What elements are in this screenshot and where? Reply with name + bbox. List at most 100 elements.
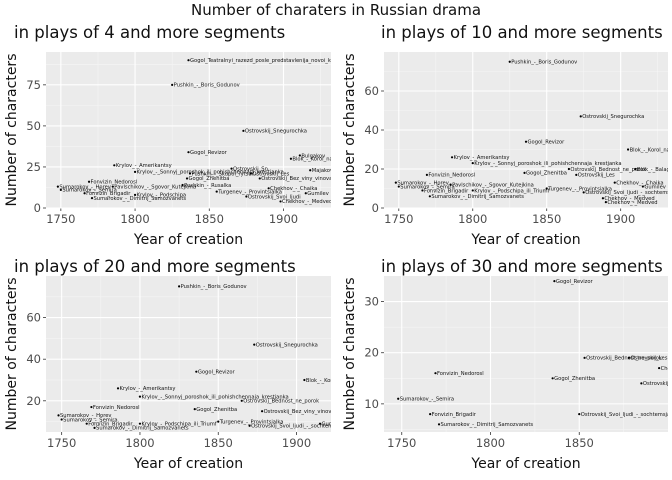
point-label: Pavlschikov_-_Sgovor_Kutejkina [452,182,534,188]
data-point [471,189,474,192]
data-point [248,424,251,427]
point-label: Chekhov_-_Chaika [616,180,663,186]
data-point [113,164,116,167]
x-tick-label: 1800 [125,436,154,450]
point-label: Sumarokov_-_Dimitrij_Samozvanets [441,422,534,428]
y-tick-label: 60 [364,84,379,98]
data-point [195,370,198,373]
point-label: Pushkin_-_Boris_Godunov [174,83,240,89]
point-label: Ostrovskij_Snegurochka [582,114,644,120]
y-tick-label: 75 [26,78,41,92]
point-label: Chekhov_-_Medved [604,196,654,202]
point-label: Ostrovskij_Bez_viny_vinovatye [643,381,672,387]
data-point [90,405,93,409]
data-point [303,378,306,382]
data-point [578,412,581,416]
y-axis-label: Number of characters [342,278,358,431]
y-tick-label: 40 [364,123,379,137]
data-point [318,422,322,425]
data-point [138,395,142,398]
data-point [87,180,91,183]
data-point [193,408,196,411]
y-tick-label: 20 [364,346,379,360]
x-tick-label: 1850 [532,212,561,226]
data-point [428,195,431,198]
x-tick-label: 1900 [269,212,298,226]
point-label: Gogol_Revizor [556,279,594,285]
data-point [133,170,137,173]
point-label: Blok_-_Korol_na_ploshchadi [292,157,363,163]
point-label: Ostrovskij_Snegurochka [256,342,318,348]
point-label: Ostrovskij_Svoi_ljudi_-_sochtemsja [585,190,672,196]
data-point [90,197,94,200]
data-point [523,171,526,174]
data-point [658,366,661,370]
x-tick-label: 1850 [565,436,594,450]
point-label: Krylov_-_Sonnyj_poroshok_ili_pohishchenn… [474,161,621,167]
x-axis-label: Year of creation [470,232,580,248]
point-label: Gogol_Zhenitba [554,376,595,382]
panel-title: in plays of 20 and more segments [14,257,296,276]
point-label: Krylov_-_Podschipa_ili_Triumf [141,421,216,427]
point-label: Krylov_-_Amerikantsy [120,386,176,392]
data-point [626,148,630,151]
point-label: Pushkin_-_Boris_Godunov [181,284,247,290]
data-point [425,173,428,176]
point-label: Gogol_Revizor [528,140,566,146]
data-point [449,183,452,186]
data-point [298,154,301,157]
plot-panel-3 [46,276,331,432]
point-label: Gogol_Revizor [198,369,236,375]
y-tick-label: 20 [26,394,41,408]
data-point [83,192,86,195]
data-point [450,156,454,159]
data-point [187,151,190,154]
point-label: Gumilev [322,421,344,427]
point-label: Fonvizin_Nedorosl [428,173,475,179]
data-point [309,169,312,172]
data-point [60,418,63,421]
data-point [260,410,264,413]
data-point [627,356,631,359]
point-label: Sumarokov_-_Semira [62,188,116,194]
data-point [116,387,120,390]
point-label: Ostrovskij_Bednost_ne_porok [586,356,662,362]
point-label: Krylov_-_Sonnyj_poroshok_ili_pohishchenn… [141,394,288,400]
data-point [434,372,437,375]
point-label: Fonvizin_Nedorosl [437,371,484,377]
point-label: Sumarokov_-_Horev [60,413,111,419]
panel-title: in plays of 30 and more segments [381,257,663,276]
point-label: Pushkin_-_Boris_Godunov [511,60,577,66]
y-tick-label: 30 [364,295,379,309]
x-tick-label: 1800 [476,436,505,450]
x-tick-label: 1750 [46,212,75,226]
point-label: Ostrovskij_Sn [233,166,268,172]
data-point [421,189,424,192]
x-axis-label: Year of creation [133,232,243,248]
data-point [579,115,582,118]
point-label: Pushkin_-_Rusalka [184,183,231,189]
point-label: Ostrovskij_Les [578,173,615,179]
point-label: Ostrovskij_Svoi_ljudi_-_sochtemsja [581,412,670,418]
data-point [567,167,570,171]
data-point [245,195,248,198]
panel-title: in plays of 10 and more segments [381,23,663,42]
y-axis-label: Number of characters [342,54,358,207]
data-point [553,280,556,283]
data-point [613,181,616,184]
data-point [59,188,62,192]
y-tick-label: 10 [364,397,379,411]
x-axis-label: Year of creation [470,456,580,472]
point-label: Bulgakov [301,153,325,159]
data-point [188,172,192,175]
point-label: Chekhov_-_Chaika [270,186,317,192]
data-point [437,423,441,426]
data-point [253,343,256,346]
figure-title: Number of charaters in Russian drama [190,1,482,19]
data-point [397,185,400,188]
data-point [304,192,307,195]
data-point [508,60,511,63]
point-label: Krylov_-_Amerikantsy [454,155,510,161]
point-label: Chekhov_-_Medved [282,199,332,205]
